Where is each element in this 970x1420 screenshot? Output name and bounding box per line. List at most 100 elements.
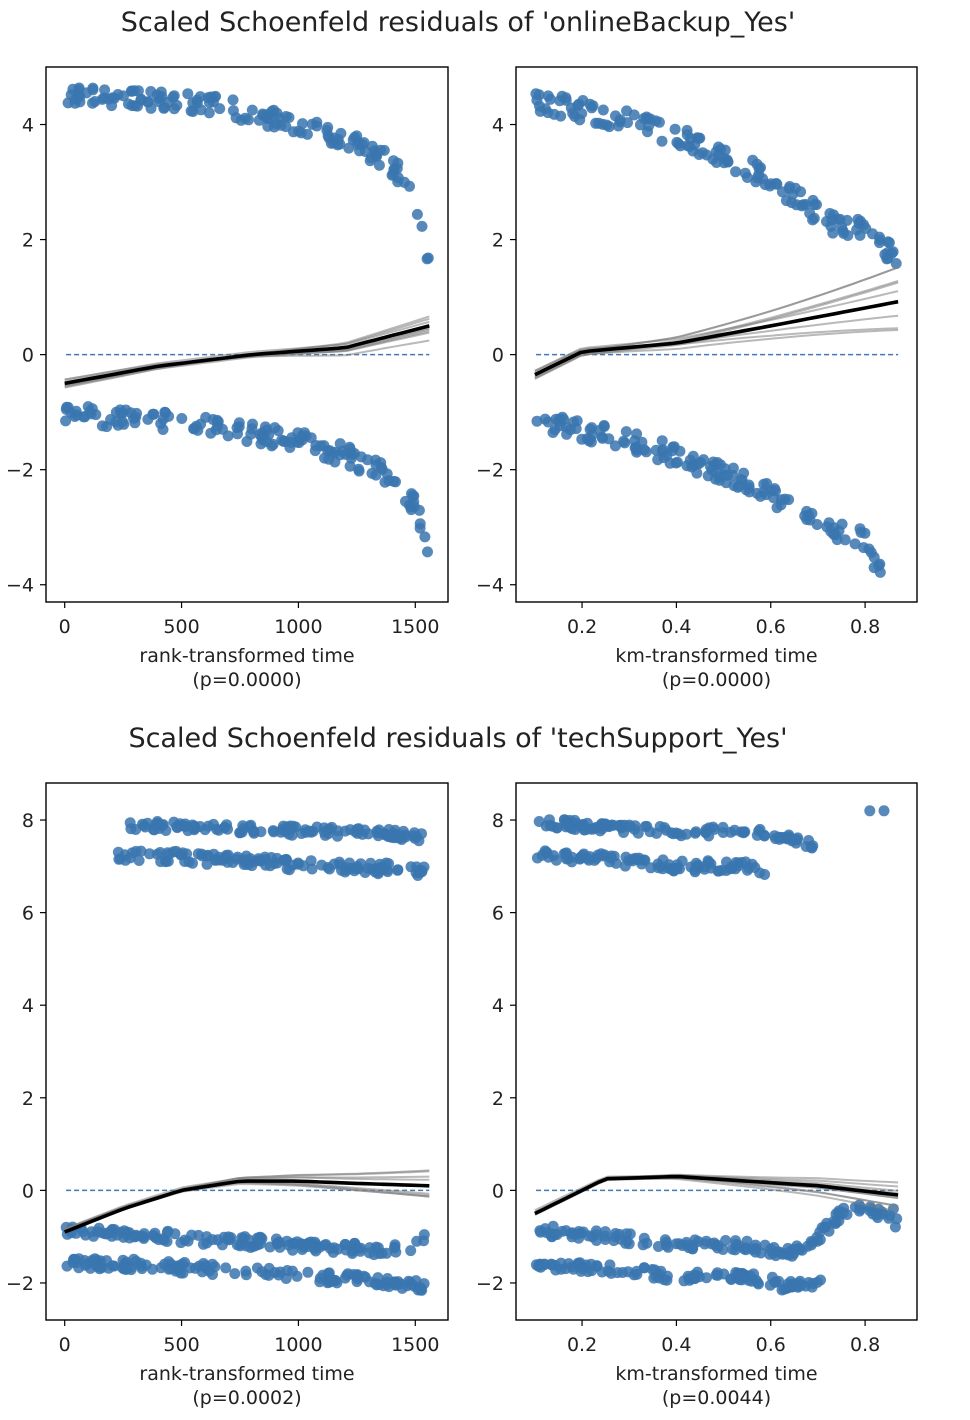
residual-point (730, 166, 742, 178)
residual-point (546, 820, 558, 832)
residual-point (140, 1259, 152, 1271)
residual-point (351, 130, 363, 142)
residual-point (220, 1262, 232, 1274)
residual-point (126, 847, 138, 859)
residual-point (656, 435, 668, 447)
residual-point (285, 436, 297, 448)
residual-point (828, 1215, 840, 1227)
residual-point (890, 258, 902, 269)
residual-point (614, 116, 626, 128)
y-tick-label: −2 (6, 1273, 34, 1295)
residual-point (69, 93, 81, 105)
residual-point (157, 820, 169, 831)
residual-point (351, 1271, 362, 1283)
residual-point (579, 824, 591, 836)
residual-point (253, 855, 265, 866)
residual-point (601, 119, 613, 131)
x-tick-label: 1500 (391, 616, 439, 638)
residual-point (570, 423, 582, 435)
residual-point (183, 856, 195, 868)
residual-point (598, 420, 610, 431)
residual-point (720, 1235, 732, 1246)
residual-point (858, 542, 870, 554)
residual-point (549, 1228, 561, 1240)
x-tick-label: 500 (163, 1334, 199, 1356)
residual-point (411, 1235, 423, 1247)
residual-point (574, 114, 586, 126)
y-tick-label: 4 (22, 995, 34, 1017)
figure-title-1: Scaled Schoenfeld residuals of 'onlineBa… (121, 7, 796, 38)
residual-point (786, 1250, 798, 1262)
residual-point (283, 112, 295, 123)
residual-point (419, 531, 431, 543)
residual-point (726, 861, 738, 873)
residual-point (352, 139, 364, 151)
residual-point (232, 428, 243, 440)
y-tick-label: −2 (476, 460, 504, 482)
residual-point (418, 1229, 430, 1241)
residual-point (703, 822, 715, 834)
residual-point (272, 425, 284, 437)
y-tick-label: −2 (6, 460, 34, 482)
x-tick-label: 0.4 (661, 616, 691, 638)
residual-point (165, 1258, 177, 1270)
residual-point (359, 146, 371, 157)
residual-point (758, 478, 770, 490)
residual-point (669, 123, 681, 135)
residual-point (240, 1265, 252, 1277)
residual-point (874, 566, 886, 578)
residual-point (584, 423, 596, 435)
residual-point (531, 852, 543, 864)
residual-point (776, 186, 788, 198)
y-tick-label: 0 (22, 1180, 34, 1202)
residual-point (702, 470, 714, 482)
residual-point (794, 1244, 806, 1256)
residual-point (673, 828, 685, 840)
residual-point (619, 437, 631, 449)
residual-point (564, 821, 576, 833)
residual-point (703, 830, 715, 842)
residual-point (692, 1236, 704, 1247)
residual-point (638, 1232, 650, 1244)
residual-point (187, 106, 199, 117)
residual-point (70, 405, 82, 417)
residual-point (244, 821, 256, 832)
residual-point (163, 848, 175, 860)
residual-point (878, 805, 890, 817)
residual-point (156, 91, 168, 103)
residual-point (779, 493, 791, 505)
chart-panel-3: 0 500 1000 1500 −2 0 2 4 6 8 rank-transformed time… (6, 782, 449, 1409)
residual-point (682, 1270, 694, 1282)
residual-point (807, 194, 819, 206)
residual-point (108, 1260, 120, 1272)
residual-point (382, 866, 394, 878)
residual-point (719, 463, 731, 475)
residual-point (332, 825, 344, 837)
residual-point (111, 1229, 123, 1241)
residual-point (275, 826, 287, 838)
residual-point (309, 445, 321, 457)
residual-point (652, 862, 664, 874)
residual-point (283, 864, 295, 876)
residual-point (710, 146, 722, 158)
residual-point (652, 1241, 664, 1252)
residual-point (841, 214, 853, 226)
residual-point (671, 136, 683, 148)
residual-point (416, 828, 427, 840)
residual-point (94, 1263, 106, 1275)
residual-point (769, 1276, 781, 1288)
residual-point (705, 1238, 717, 1250)
x-tick-label: 0 (59, 1334, 71, 1356)
residual-point (160, 407, 171, 419)
residual-point (124, 817, 136, 829)
residual-point (182, 825, 194, 837)
residual-point (317, 1269, 329, 1281)
residual-point (68, 1254, 80, 1266)
residual-point (222, 1234, 234, 1245)
residual-point (806, 842, 818, 854)
residual-point (584, 433, 596, 445)
residual-point (306, 118, 318, 130)
chart-panel-4: 0.2 0.4 0.6 0.8 −2 0 2 4 6 8 km-transformed time(p… (476, 782, 918, 1409)
residual-point (627, 853, 639, 865)
residual-point (302, 1266, 314, 1278)
